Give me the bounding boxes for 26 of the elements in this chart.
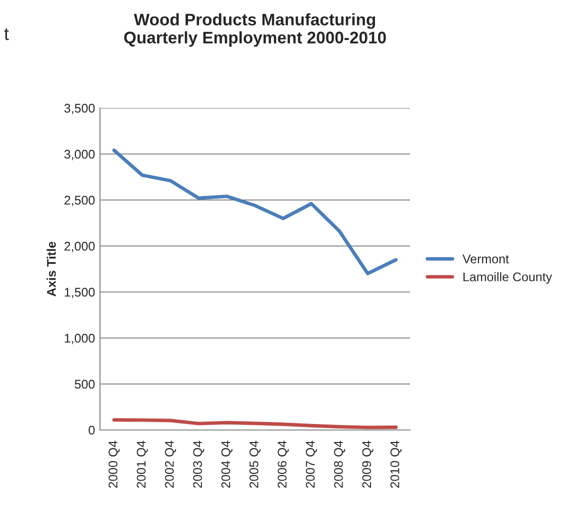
y-tick-label: 3,500 [64,104,95,114]
x-tick-label: 2002 Q4 [164,440,176,488]
y-tick-label: 500 [74,380,95,389]
line-series [112,418,398,430]
text: t [4,28,9,40]
y-tick-label: 2,000 [64,242,95,252]
x-tick-label: 2005 Q4 [250,440,261,488]
x-tick-label: 2007 Q4 [306,440,317,488]
y-tick-label: 1,500 [64,288,95,298]
x-tick-label: 2004 Q4 [221,440,232,488]
x-tick-label: 2003 Q4 [193,440,204,488]
y-tick-label: 3,000 [64,150,95,160]
legend-label: Lamoille County [463,272,552,284]
x-tick-label: 2006 Q4 [278,440,289,488]
x-tick-label: 2009 Q4 [362,440,374,488]
x-tick-label: 2000 Q4 [108,440,120,488]
y-axis-title: Axis Title [46,242,56,296]
y-tick-label: 2,500 [64,196,95,206]
x-tick-label: 2010 Q4 [390,440,402,488]
line-series [112,148,398,276]
x-tick-label: 2001 Q4 [136,440,148,488]
x-tick-label: 2008 Q4 [334,440,346,488]
y-tick-label: 0 [88,426,95,435]
chart-title: Wood Products Manufacturing Quarterly Employment 2000-2010 [124,13,386,47]
y-tick-label: 1,000 [64,334,95,344]
legend-label: Vermont [462,254,509,264]
